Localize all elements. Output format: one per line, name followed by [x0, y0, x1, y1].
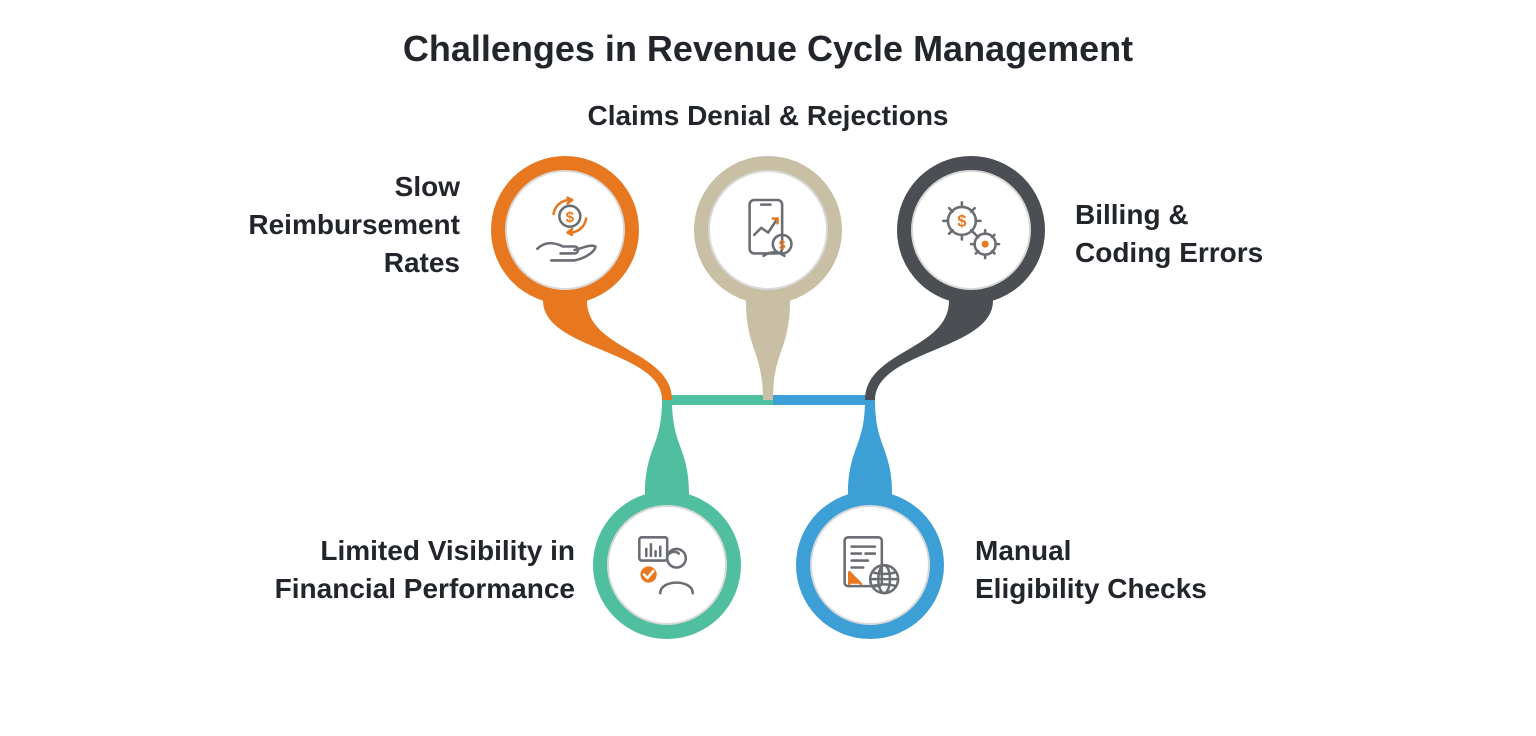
node-limited [593, 491, 741, 639]
baseline-seg-1 [763, 395, 875, 405]
gears-dollar-icon: $ [934, 193, 1008, 267]
connector-manual [848, 400, 892, 494]
node-limited-inner [607, 505, 727, 625]
connector-limited [645, 400, 689, 494]
connector-slow [543, 301, 672, 400]
node-manual [796, 491, 944, 639]
node-slow-inner: $ [505, 170, 625, 290]
node-claims-inner: $ [708, 170, 828, 290]
svg-text:$: $ [957, 213, 966, 231]
label-billing: Billing & Coding Errors [1075, 196, 1435, 272]
label-manual: Manual Eligibility Checks [975, 532, 1375, 608]
node-claims: $ [694, 156, 842, 304]
label-limited: Limited Visibility in Financial Performa… [155, 532, 575, 608]
document-globe-icon [833, 528, 907, 602]
node-billing: $ [897, 156, 1045, 304]
phone-chart-icon: $ [731, 193, 805, 267]
node-slow: $ [491, 156, 639, 304]
baseline-seg-0 [662, 395, 773, 405]
connectors-layer [0, 0, 1536, 736]
connector-billing [865, 301, 993, 400]
connector-claims [746, 301, 790, 400]
infographic-canvas: Challenges in Revenue Cycle Management C… [0, 0, 1536, 736]
svg-text:$: $ [779, 239, 786, 252]
person-report-icon [630, 528, 704, 602]
hand-dollar-icon: $ [528, 193, 602, 267]
svg-text:$: $ [565, 209, 574, 226]
label-slow: Slow Reimbursement Rates [100, 168, 460, 281]
node-billing-inner: $ [911, 170, 1031, 290]
node-manual-inner [810, 505, 930, 625]
